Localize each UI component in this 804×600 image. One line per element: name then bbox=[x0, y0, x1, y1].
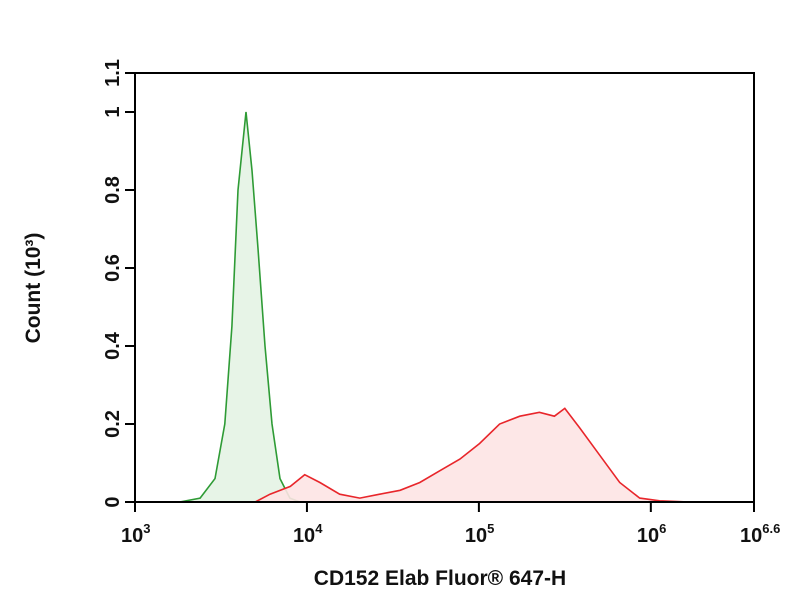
y-tick-label: 0.6 bbox=[102, 254, 124, 282]
x-tick-base: 10 bbox=[121, 525, 143, 547]
x-tick-base: 10 bbox=[293, 525, 315, 547]
y-tick-label: 0.2 bbox=[102, 410, 124, 438]
y-tick-label: 0 bbox=[102, 496, 124, 507]
x-tick-base: 10 bbox=[637, 525, 659, 547]
y-tick-label: 1.1 bbox=[102, 59, 124, 87]
plot-frame bbox=[134, 72, 755, 503]
x-tick-exponent: 6.6 bbox=[762, 521, 780, 536]
x-tick-exponent: 5 bbox=[487, 521, 494, 536]
x-axis-label: CD152 Elab Fluor® 647-H bbox=[314, 567, 566, 590]
x-tick-exponent: 6 bbox=[659, 521, 666, 536]
histogram-line bbox=[254, 407, 690, 503]
x-tick-base: 10 bbox=[740, 525, 762, 547]
x-tick-exponent: 3 bbox=[143, 521, 150, 536]
y-tick-label: 0.8 bbox=[102, 176, 124, 204]
x-tick-label: 106.6 bbox=[740, 521, 780, 547]
x-tick-label: 104 bbox=[293, 521, 323, 547]
x-tick-label: 106 bbox=[637, 521, 666, 547]
x-tick-exponent: 4 bbox=[315, 521, 323, 536]
x-tick-label: 103 bbox=[121, 521, 150, 547]
x-tick-base: 10 bbox=[465, 525, 487, 547]
y-axis-label: Count (10³) bbox=[22, 233, 45, 344]
x-tick-label: 105 bbox=[465, 521, 494, 547]
y-tick-label: 1 bbox=[102, 106, 124, 117]
histogram-line bbox=[179, 111, 301, 503]
y-tick-label: 0.4 bbox=[102, 331, 124, 360]
